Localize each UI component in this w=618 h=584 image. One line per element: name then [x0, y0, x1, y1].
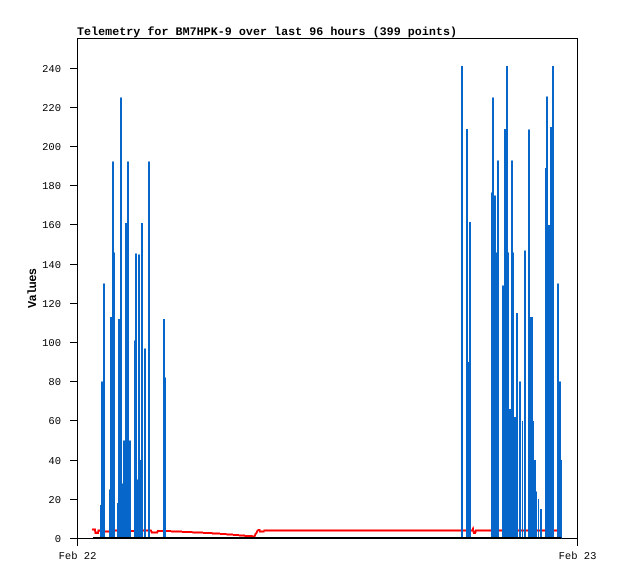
svg-text:180: 180 [42, 181, 61, 193]
svg-text:Feb 22: Feb 22 [59, 551, 97, 563]
svg-text:80: 80 [48, 377, 61, 389]
svg-text:Values: Values [26, 268, 40, 308]
svg-text:220: 220 [42, 103, 61, 115]
svg-text:0: 0 [55, 534, 61, 546]
svg-text:240: 240 [42, 64, 61, 76]
svg-text:100: 100 [42, 338, 61, 350]
svg-text:120: 120 [42, 299, 61, 311]
svg-text:Feb 23: Feb 23 [559, 551, 597, 563]
svg-text:60: 60 [48, 416, 61, 428]
svg-text:140: 140 [42, 260, 61, 272]
svg-text:40: 40 [48, 456, 61, 468]
svg-text:200: 200 [42, 142, 61, 154]
svg-text:20: 20 [48, 495, 61, 507]
svg-text:Telemetry for BM7HPK-9 over la: Telemetry for BM7HPK-9 over last 96 hour… [77, 25, 457, 39]
svg-text:160: 160 [42, 220, 61, 232]
